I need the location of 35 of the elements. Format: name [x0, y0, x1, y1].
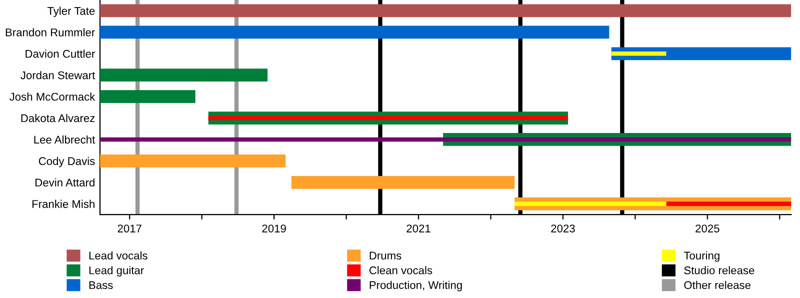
x-tick-label: 2019: [262, 224, 286, 232]
legend-label: Lead guitar: [89, 266, 144, 276]
bar: [100, 68, 268, 82]
legend-label: Studio release: [684, 266, 754, 274]
y-tick-label: Dakota Alvarez: [21, 114, 95, 122]
legend-label: Production, Writing: [370, 280, 462, 292]
legend-label: Clean vocals: [369, 266, 432, 274]
y-tick-label: Frankie Mish: [32, 200, 94, 208]
bar: [611, 51, 666, 56]
legend-label: Drums: [370, 252, 402, 260]
bar: [666, 202, 792, 206]
y-tick-label: Tyler Tate: [47, 6, 95, 18]
y-tick-label: Jordan Stewart: [20, 71, 96, 80]
legend-label: Touring: [684, 251, 720, 262]
bar: [100, 154, 286, 168]
x-tick-label: 2025: [696, 224, 720, 232]
y-tick-label: Josh McCormack: [10, 92, 96, 101]
bar: [208, 116, 568, 120]
y-tick-label: Brandon Rummler: [6, 28, 95, 36]
bar: [514, 202, 666, 206]
bar: [100, 26, 610, 39]
y-tick-label: Davion Cuttler: [26, 50, 95, 58]
x-tick-label: 2021: [406, 224, 430, 232]
y-tick-label: Devin Attard: [36, 178, 94, 187]
bar: [291, 176, 515, 189]
x-tick-label: 2017: [118, 224, 142, 232]
y-tick-label: Lee Albrecht: [34, 135, 96, 144]
legend-label: Other release: [684, 280, 750, 290]
legend-label: Lead vocals: [89, 251, 148, 260]
bar: [100, 90, 196, 103]
x-tick-label: 2023: [551, 224, 575, 232]
bar: [100, 137, 792, 142]
y-tick-label: Cody Davis: [38, 156, 95, 168]
legend-label: Bass: [89, 281, 113, 290]
bar: [100, 4, 792, 18]
